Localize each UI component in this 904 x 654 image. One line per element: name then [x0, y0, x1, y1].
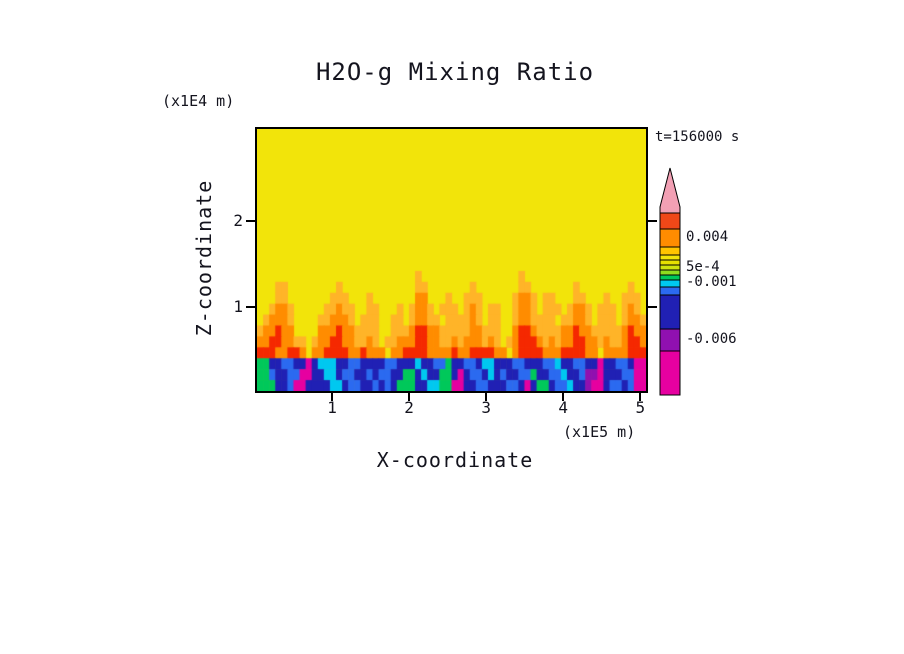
colorbar-segment	[659, 264, 681, 271]
x-tick-mark	[331, 393, 334, 401]
colorbar-segment	[659, 259, 681, 266]
x-tick-mark	[408, 393, 411, 401]
colorbar-arrow-segment	[659, 167, 681, 214]
plot-area	[255, 127, 648, 393]
colorbar-segment	[659, 350, 681, 396]
y-tick-mark-left	[246, 306, 255, 309]
colorbar-segment	[659, 328, 681, 352]
x-axis-unit-label: (x1E5 m)	[563, 423, 636, 441]
colorbar-label-0004: 0.004	[686, 229, 729, 245]
colorbar-label-5e-4: 5e-4	[686, 259, 720, 275]
x-tick-mark	[562, 393, 565, 401]
colorbar-segment	[659, 212, 681, 230]
colorbar-segment	[659, 286, 681, 296]
x-tick-mark	[639, 393, 642, 401]
y-tick-mark-right	[648, 306, 657, 309]
x-tick-label: 4	[558, 398, 569, 417]
colorbar-segment	[659, 228, 681, 248]
colorbar-segment	[659, 254, 681, 261]
x-tick-label: 2	[404, 398, 414, 417]
y-tick-mark-right	[648, 220, 657, 223]
y-axis-unit-label: (x1E4 m)	[162, 92, 235, 110]
plot-title: H2O-g Mixing Ratio	[315, 58, 595, 86]
x-axis-title: X-coordinate	[376, 448, 534, 472]
y-tick-label: 2	[233, 211, 243, 231]
colorbar-segment	[659, 294, 681, 330]
y-tick-label: 1	[233, 297, 243, 317]
colorbar-label-neg0006: -0.006	[686, 331, 737, 347]
y-axis-title: Z-coordinate	[192, 179, 216, 337]
y-tick-mark-left	[246, 220, 255, 223]
colorbar-segment	[659, 279, 681, 288]
colorbar	[659, 167, 681, 396]
colorbar-segment	[659, 269, 681, 276]
x-tick-label: 5	[635, 398, 646, 417]
x-tick-mark	[485, 393, 488, 401]
colorbar-segment	[659, 246, 681, 256]
time-annotation: t=156000 s	[655, 129, 740, 145]
colorbar-label-neg0001: -0.001	[686, 274, 737, 290]
x-tick-label: 1	[327, 398, 337, 417]
heatmap-canvas	[257, 129, 646, 391]
x-tick-label: 3	[481, 398, 491, 417]
colorbar-segment	[659, 274, 681, 281]
